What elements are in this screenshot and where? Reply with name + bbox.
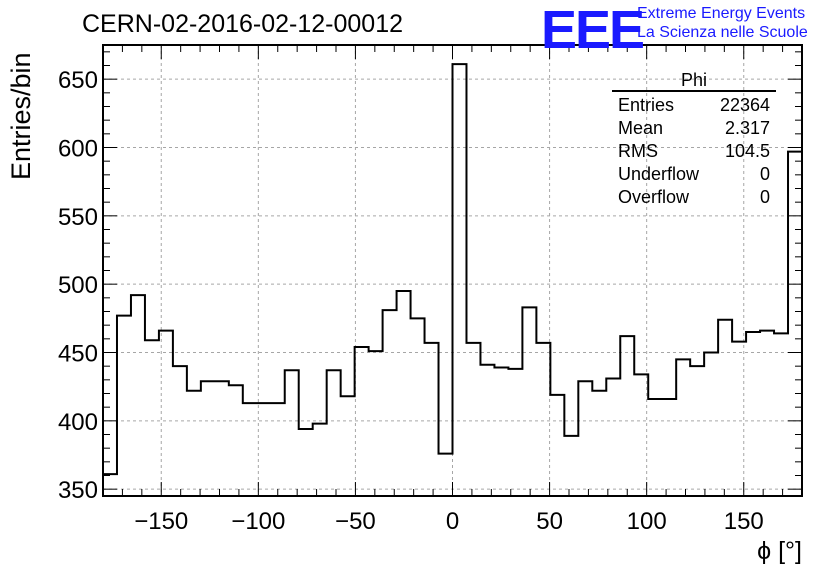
stats-label: RMS (618, 141, 658, 161)
histogram-bin (243, 403, 257, 496)
histogram-bin (131, 295, 145, 496)
histogram-bin (788, 152, 802, 496)
histogram-bin (229, 385, 243, 496)
x-axis-label: ϕ [°] (757, 537, 802, 565)
stats-label: Entries (618, 95, 675, 115)
y-tick-label: 600 (58, 136, 98, 163)
stats-row-overflow: Overflow 0 (612, 186, 776, 209)
x-tick-label: 150 (724, 508, 764, 535)
histogram-bin (704, 353, 718, 497)
stats-name: Phi (612, 70, 776, 92)
histogram-bin (453, 64, 467, 496)
y-axis-label: Entries/bin (6, 52, 36, 180)
histogram-bin (676, 359, 690, 496)
x-tick-label: −100 (231, 508, 285, 535)
histogram-bin (774, 333, 788, 496)
histogram-bin (466, 343, 480, 496)
stats-label: Underflow (618, 164, 700, 184)
histogram-bin (201, 381, 215, 496)
histogram-bin (285, 370, 299, 496)
histogram-bin (662, 399, 676, 496)
histogram-bin (173, 366, 187, 496)
histogram-bin (439, 454, 453, 496)
logo-line-1: Extreme Energy Events (637, 5, 806, 22)
y-tick-label: 450 (58, 341, 98, 368)
stats-row-mean: Mean 2.317 (612, 117, 776, 140)
histogram-bin (117, 316, 131, 496)
stats-row-underflow: Underflow 0 (612, 163, 776, 186)
histogram-bin (383, 310, 397, 496)
histogram-bin (760, 331, 774, 496)
histogram-bin (746, 332, 760, 496)
histogram-bin (103, 474, 117, 496)
histogram-bin (508, 369, 522, 496)
logo-line-2: La Scienza nelle Scuole (637, 24, 808, 41)
histogram-bin (327, 370, 341, 496)
histogram-bin (271, 403, 285, 496)
histogram-bin (536, 343, 550, 496)
histogram-bin (620, 336, 634, 496)
histogram-bin (732, 342, 746, 496)
stats-value: 0 (759, 187, 770, 207)
histogram-bin (648, 399, 662, 496)
y-tick-label: 550 (58, 204, 98, 231)
histogram-bin (411, 318, 425, 496)
stats-box: Phi Entries 22364 Mean 2.317 RMS 104.5 U… (612, 70, 776, 209)
histogram-bin (578, 381, 592, 496)
histogram-bin (480, 365, 494, 496)
stats-row-entries: Entries 22364 (612, 94, 776, 117)
histogram-bin (564, 436, 578, 496)
histogram-bin (341, 396, 355, 496)
histogram-bin (215, 381, 229, 496)
histogram-bin (550, 395, 564, 496)
stats-value: 104.5 (724, 141, 770, 161)
histogram-bin (690, 366, 704, 496)
histogram-bin (606, 378, 620, 496)
histogram-bin (299, 429, 313, 496)
stats-label: Overflow (618, 187, 690, 207)
histogram-bin (522, 307, 536, 496)
histogram-bin (369, 351, 383, 496)
x-tick-label: −150 (134, 508, 188, 535)
histogram-bin (313, 424, 327, 496)
stats-row-rms: RMS 104.5 (612, 140, 776, 163)
x-tick-label: −50 (335, 508, 376, 535)
histogram-bin (159, 331, 173, 496)
histogram-bin (397, 291, 411, 496)
stats-label: Mean (618, 118, 664, 138)
y-tick-label: 400 (58, 409, 98, 436)
histogram-bin (494, 368, 508, 496)
histogram-bin (355, 347, 369, 496)
x-tick-label: 100 (627, 508, 667, 535)
histogram-line (102, 63, 803, 496)
x-tick-label: 0 (446, 508, 459, 535)
histogram-bin (145, 340, 159, 496)
y-tick-label: 500 (58, 272, 98, 299)
stats-value: 22364 (719, 95, 770, 115)
y-tick-label: 350 (58, 477, 98, 504)
histogram-bin (718, 320, 732, 496)
histogram-bin (425, 343, 439, 496)
stats-value: 0 (759, 164, 770, 184)
y-tick-label: 650 (58, 67, 98, 94)
histogram-bin (187, 391, 201, 496)
eee-logo: EEE (541, 0, 645, 60)
histogram-bin (634, 374, 648, 496)
histogram-bin (257, 403, 271, 496)
x-tick-label: 50 (536, 508, 563, 535)
chart-title: CERN-02-2016-02-12-00012 (82, 10, 404, 38)
histogram-bin (592, 391, 606, 496)
stats-value: 2.317 (724, 118, 770, 138)
logo-caption: Extreme Energy Events La Scienza nelle S… (637, 4, 808, 42)
